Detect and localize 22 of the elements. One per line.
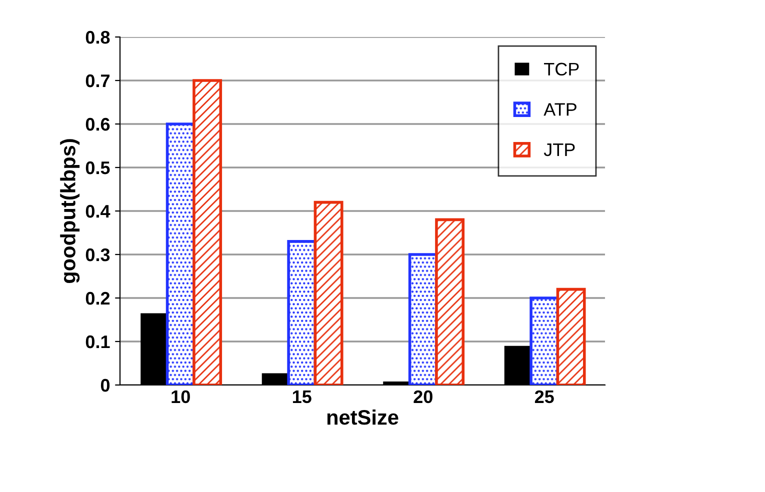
bar [435,218,465,385]
bar [556,288,586,385]
y-tick-label: 0 [100,378,110,392]
x-tick-label: 25 [534,390,554,404]
y-tick-label: 0.5 [86,161,110,174]
y-tick-label: 0.4 [86,204,110,218]
x-axis-title: netSize [327,409,398,425]
bar [192,79,222,385]
y-tick-label: 0.8 [86,30,110,44]
legend-label: JTP [544,144,575,156]
legend-label: ATP [544,103,576,116]
x-tick-label: 20 [414,390,432,404]
legend-label: TCP [544,62,579,76]
y-tick-label: 0.3 [86,248,110,262]
y-tick-label: 0.6 [86,118,110,131]
bar [314,200,344,385]
x-tick-label: 15 [292,390,312,404]
y-tick-label: 0.7 [86,74,110,88]
x-tick-label: 10 [172,390,190,404]
y-tick-label: 0.1 [86,335,110,348]
y-tick-label: 0.2 [86,292,110,305]
y-axis-title: goodput(kbps) [60,139,80,284]
